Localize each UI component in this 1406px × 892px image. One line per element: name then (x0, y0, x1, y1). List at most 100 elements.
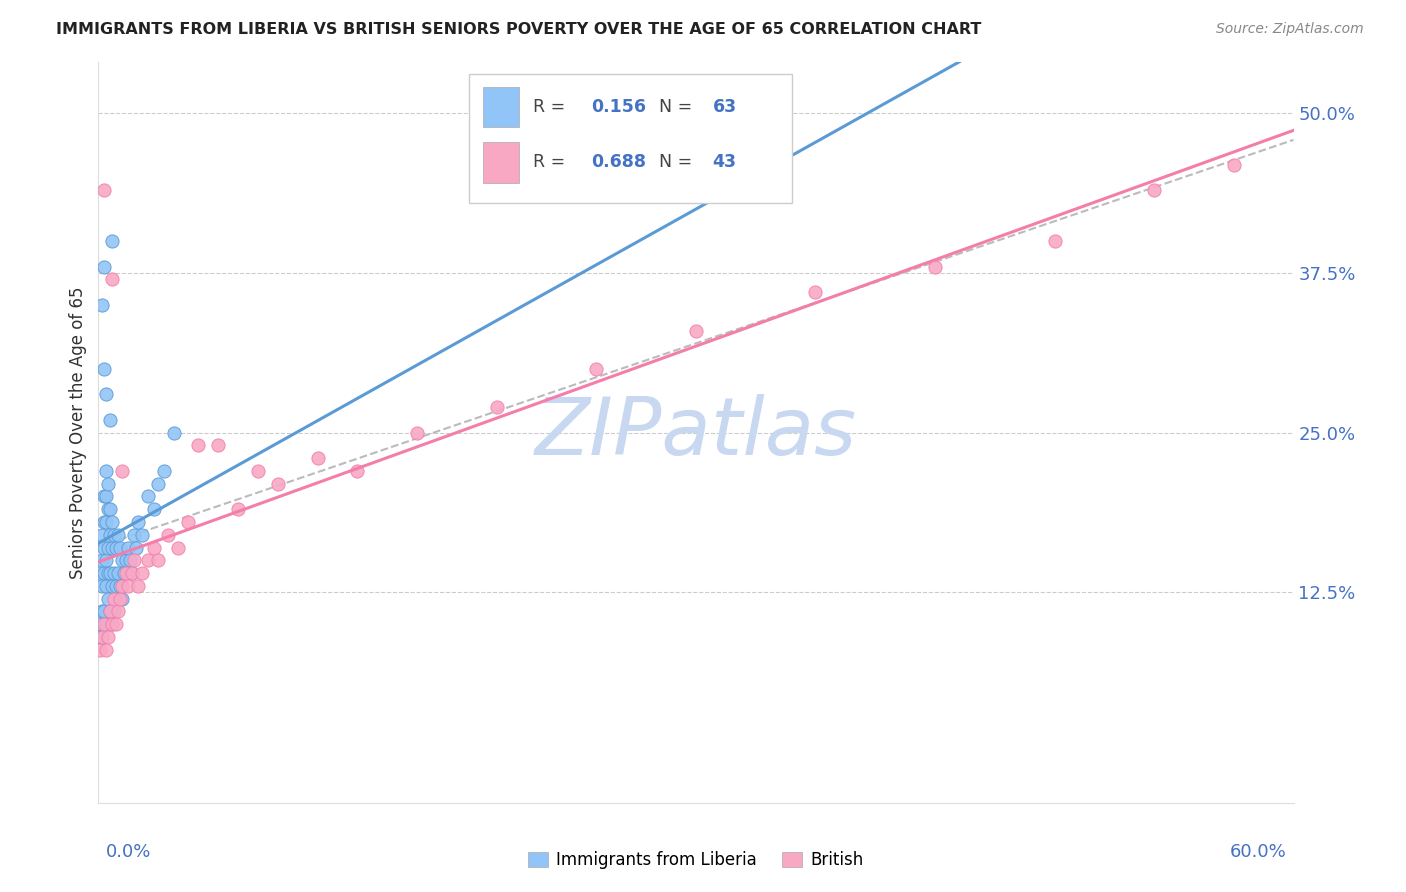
Point (103, 591, 125, 606)
Point (153, 464, 176, 478)
Point (115, 553, 138, 567)
Point (98, 413, 122, 427)
Point (101, 579, 124, 593)
Y-axis label: Seniors Poverty Over the Age of 65: Seniors Poverty Over the Age of 65 (69, 286, 87, 579)
Text: IMMIGRANTS FROM LIBERIA VS BRITISH SENIORS POVERTY OVER THE AGE OF 65 CORRELATIO: IMMIGRANTS FROM LIBERIA VS BRITISH SENIO… (56, 22, 981, 37)
Point (107, 604, 129, 618)
Point (187, 438, 209, 452)
Point (111, 579, 134, 593)
Point (97, 476, 120, 491)
Text: N =: N = (659, 153, 697, 171)
Point (105, 617, 128, 632)
Point (89, 642, 111, 657)
Point (143, 541, 166, 555)
Point (93, 515, 115, 529)
Point (125, 541, 148, 555)
Point (89, 566, 111, 580)
Point (157, 527, 180, 541)
Point (93, 604, 115, 618)
Point (307, 451, 329, 466)
Point (1043, 234, 1066, 248)
Point (91, 630, 114, 644)
Text: N =: N = (659, 98, 697, 116)
Point (96, 617, 118, 632)
Point (96, 464, 118, 478)
Text: R =: R = (533, 153, 571, 171)
Point (226, 502, 249, 516)
Point (124, 527, 146, 541)
Point (101, 515, 124, 529)
Point (96, 579, 118, 593)
Point (101, 234, 124, 248)
Point (98, 604, 122, 618)
Point (167, 541, 190, 555)
Text: 60.0%: 60.0% (1230, 843, 1286, 861)
Point (143, 502, 166, 516)
Point (91, 527, 114, 541)
Text: 63: 63 (713, 98, 737, 116)
Point (91, 604, 114, 618)
Point (131, 527, 153, 541)
Point (93, 361, 115, 376)
Legend: Immigrants from Liberia, British: Immigrants from Liberia, British (522, 845, 870, 876)
Point (97, 630, 120, 644)
FancyBboxPatch shape (484, 142, 519, 183)
Point (93, 566, 115, 580)
Point (91, 579, 114, 593)
Point (136, 490, 159, 504)
Point (148, 553, 170, 567)
Point (107, 566, 129, 580)
Point (101, 617, 124, 632)
Point (91, 553, 114, 567)
Point (96, 490, 118, 504)
Point (111, 464, 134, 478)
Point (89, 630, 111, 644)
Point (97, 566, 120, 580)
Point (110, 591, 132, 606)
Point (148, 476, 170, 491)
Point (93, 617, 115, 632)
Point (96, 387, 118, 401)
Point (115, 566, 138, 580)
Text: ZIPatlas: ZIPatlas (534, 393, 858, 472)
Point (93, 183, 115, 197)
Point (111, 591, 134, 606)
Point (103, 527, 125, 541)
Point (924, 260, 946, 274)
Point (163, 425, 186, 440)
Text: 0.156: 0.156 (591, 98, 645, 116)
Point (406, 425, 429, 440)
Point (91, 630, 114, 644)
Text: 0.688: 0.688 (591, 153, 645, 171)
Point (1223, 157, 1246, 171)
Point (117, 579, 139, 593)
Text: 0.0%: 0.0% (105, 843, 150, 861)
Point (131, 566, 153, 580)
Point (804, 285, 827, 300)
Point (207, 438, 229, 452)
Point (98, 604, 122, 618)
Point (1143, 183, 1166, 197)
Point (98, 566, 122, 580)
Point (101, 617, 124, 632)
Point (110, 541, 132, 555)
Point (107, 527, 129, 541)
Point (112, 566, 135, 580)
Point (117, 541, 139, 555)
Point (110, 579, 132, 593)
Point (124, 553, 146, 567)
Point (97, 541, 120, 555)
Point (136, 553, 159, 567)
FancyBboxPatch shape (470, 73, 792, 203)
Point (96, 515, 118, 529)
Point (585, 361, 607, 376)
Point (89, 617, 111, 632)
Point (246, 464, 269, 478)
Point (91, 298, 114, 312)
Point (103, 566, 125, 580)
Point (105, 579, 128, 593)
Point (485, 400, 508, 414)
Point (97, 591, 120, 606)
Point (177, 515, 200, 529)
Point (101, 541, 124, 555)
